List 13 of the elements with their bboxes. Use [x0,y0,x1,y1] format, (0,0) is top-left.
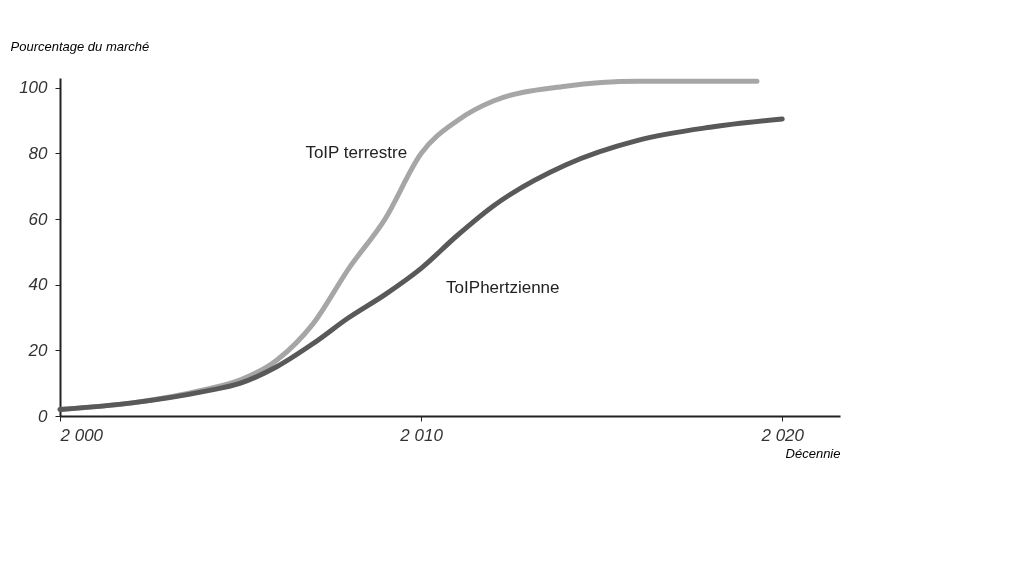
y-tick-label: 100 [19,78,49,98]
y-tick-label: 80 [28,143,49,163]
y-axis-title: Pourcentage du marché [10,38,150,54]
y-tick-label: 20 [27,340,49,360]
x-tick-label: 2 010 [399,425,444,445]
series-label: ToIP terrestre [305,143,408,163]
x-tick-label: 2 000 [59,425,104,445]
y-tick-label: 0 [38,406,49,426]
x-tick-label: 2 020 [760,425,805,445]
y-tick-label: 40 [28,275,49,295]
x-axis-title: Décennie [785,445,841,461]
y-tick-label: 60 [28,209,49,229]
series-label: ToIPhertzienne [446,278,560,298]
